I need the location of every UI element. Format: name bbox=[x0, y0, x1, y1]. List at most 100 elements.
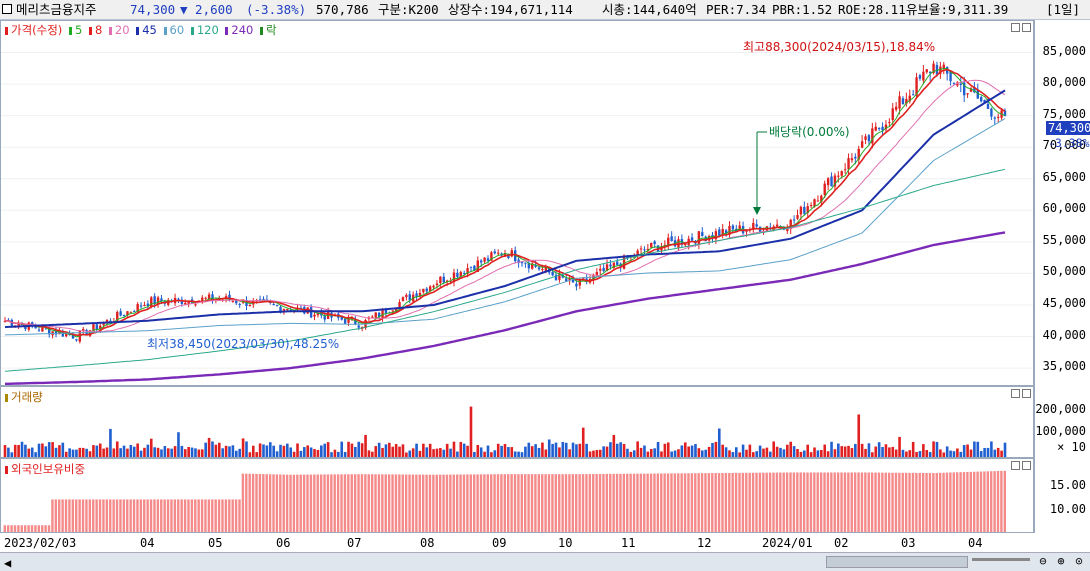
candle-body bbox=[204, 297, 207, 299]
high-annotation: 최고88,300(2024/03/15),18.84% bbox=[743, 40, 936, 54]
volume-bar bbox=[949, 450, 952, 457]
volume-bar bbox=[585, 443, 588, 457]
volume-bar bbox=[289, 447, 293, 457]
volume-bar bbox=[602, 446, 605, 457]
foreign-bar bbox=[302, 474, 306, 532]
foreign-bar bbox=[554, 474, 558, 532]
foreign-bar bbox=[969, 471, 972, 532]
zoom-slider[interactable] bbox=[972, 558, 1030, 561]
volume-panel[interactable]: 거래량 bbox=[0, 386, 1034, 458]
scroll-left-icon[interactable]: ◀ bbox=[4, 556, 12, 570]
volume-bar bbox=[864, 448, 867, 457]
candle-body bbox=[105, 320, 109, 323]
volume-bar bbox=[884, 444, 888, 457]
candle-body bbox=[1003, 110, 1007, 116]
foreign-bar bbox=[238, 499, 241, 532]
foreign-bar bbox=[697, 473, 700, 532]
price-tick: 70,000 bbox=[1042, 138, 1086, 153]
legend-price: 가격(수정) bbox=[11, 23, 63, 37]
candle-body bbox=[275, 305, 279, 307]
price-tick: 80,000 bbox=[1042, 75, 1086, 90]
foreign-bar bbox=[333, 474, 336, 532]
volume-bar bbox=[194, 448, 197, 457]
volume-bar bbox=[854, 443, 857, 457]
foreign-bar bbox=[884, 472, 887, 532]
volume-window-buttons[interactable] bbox=[1009, 389, 1031, 400]
candle-body bbox=[820, 195, 823, 203]
volume-bar bbox=[58, 445, 61, 457]
volume-bar bbox=[459, 441, 463, 457]
foreign-bar bbox=[673, 473, 677, 532]
candle-body bbox=[435, 283, 439, 286]
volume-bar bbox=[279, 444, 282, 457]
foreign-bar bbox=[894, 472, 898, 532]
foreign-bar bbox=[177, 499, 180, 532]
period-button[interactable]: [1일] bbox=[1046, 2, 1081, 17]
zoom-out-icon[interactable]: ⊖ bbox=[1039, 554, 1047, 568]
volume-bar bbox=[384, 444, 388, 457]
volume-bar bbox=[200, 449, 204, 457]
price-chart-panel[interactable]: 가격(수정) 5 8 20 45 60 120 240 락 최고88,300(2… bbox=[0, 20, 1034, 386]
maximize-icon bbox=[1022, 461, 1031, 470]
foreign-bar bbox=[551, 474, 554, 532]
volume-bar bbox=[493, 450, 497, 457]
foreign-window-buttons[interactable] bbox=[1009, 461, 1031, 472]
x-tick: 02 bbox=[834, 536, 849, 550]
foreign-bar bbox=[37, 525, 41, 532]
candle-body bbox=[806, 206, 809, 214]
foreign-ownership-panel[interactable]: 외국인보유비중 bbox=[0, 458, 1034, 533]
volume-bar bbox=[615, 443, 619, 457]
foreign-bar bbox=[558, 474, 561, 532]
foreign-bar bbox=[231, 499, 234, 532]
candle-body bbox=[956, 82, 959, 86]
candle-body bbox=[456, 272, 459, 277]
foreign-bar bbox=[146, 499, 149, 532]
volume-bar bbox=[683, 442, 687, 457]
foreign-bar bbox=[527, 474, 530, 532]
candle-body bbox=[714, 231, 718, 240]
volume-bar bbox=[649, 448, 653, 457]
foreign-bar bbox=[843, 472, 847, 532]
volume-bar bbox=[588, 451, 592, 457]
volume-bar bbox=[177, 432, 180, 457]
foreign-bar bbox=[639, 473, 643, 532]
legend-ma8: 8 bbox=[94, 23, 103, 37]
volume-bar bbox=[803, 450, 806, 457]
candle-body bbox=[323, 315, 326, 320]
scrollbar-thumb[interactable] bbox=[826, 556, 968, 568]
candle-body bbox=[969, 88, 973, 92]
candle-body bbox=[816, 200, 820, 202]
volume-bar bbox=[139, 450, 143, 457]
volume-bar bbox=[153, 447, 156, 457]
zoom-in-icon[interactable]: ⊕ bbox=[1057, 554, 1065, 568]
x-tick: 2024/01 bbox=[762, 536, 813, 550]
foreign-bar bbox=[745, 472, 748, 532]
stock-name[interactable]: 메리츠금융지주 bbox=[16, 2, 97, 17]
candle-body bbox=[990, 108, 993, 117]
foreign-bar bbox=[153, 499, 156, 532]
volume-bar bbox=[622, 443, 626, 457]
foreign-bar bbox=[561, 474, 564, 532]
volume-bar bbox=[517, 451, 520, 457]
checkbox[interactable] bbox=[2, 4, 12, 14]
foreign-bar bbox=[813, 472, 816, 532]
candle-body bbox=[877, 128, 881, 130]
foreign-bar bbox=[694, 473, 697, 532]
volume-bar bbox=[816, 450, 820, 457]
volume-bar bbox=[405, 452, 408, 457]
panel-window-buttons[interactable] bbox=[1009, 23, 1031, 34]
candle-body bbox=[496, 252, 500, 254]
foreign-bar bbox=[194, 499, 197, 532]
foreign-bar bbox=[1003, 470, 1006, 532]
legend-ma45: 45 bbox=[142, 23, 157, 37]
candle-body bbox=[207, 294, 211, 299]
candle-body bbox=[789, 219, 792, 229]
volume-bar bbox=[547, 439, 551, 457]
candle-body bbox=[905, 98, 908, 104]
candle-body bbox=[966, 93, 969, 95]
zoom-reset-icon[interactable]: ⊙ bbox=[1075, 554, 1083, 568]
foreign-bar bbox=[993, 471, 996, 532]
candle-body bbox=[116, 312, 119, 322]
candle-body bbox=[568, 278, 571, 281]
foreign-bar bbox=[377, 474, 381, 532]
